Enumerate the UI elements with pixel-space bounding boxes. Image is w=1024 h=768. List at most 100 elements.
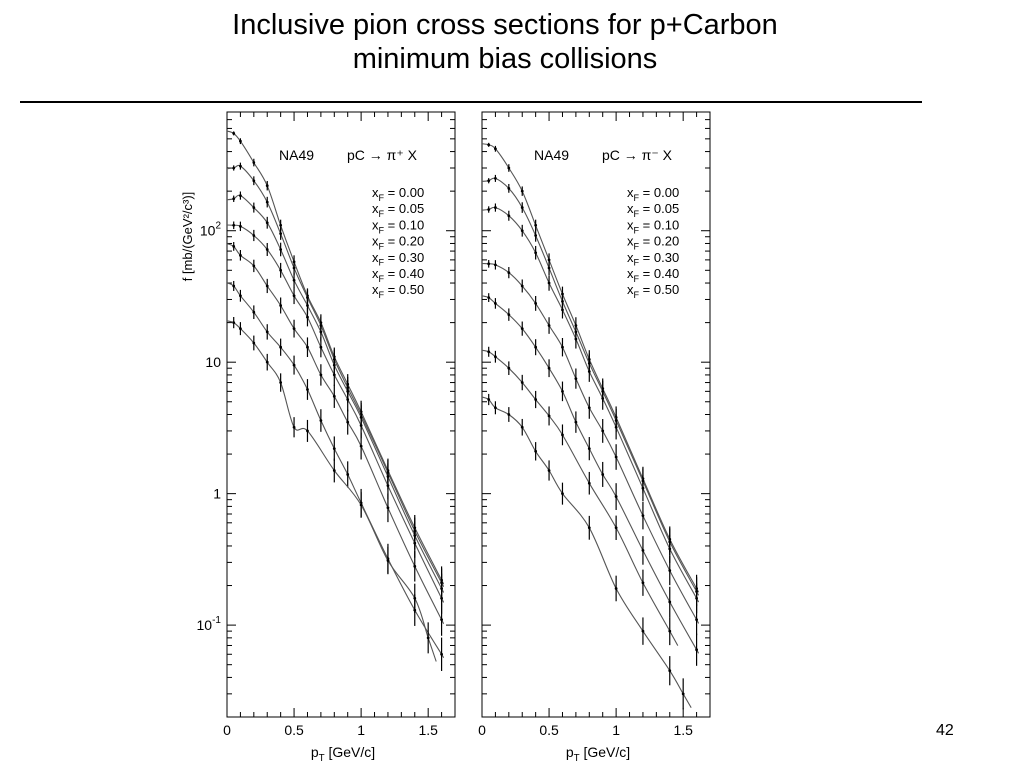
legend-entry: xF = 0.00 <box>627 185 679 203</box>
data-point <box>487 143 491 147</box>
data-point <box>547 366 551 370</box>
data-point <box>561 433 564 437</box>
series-6 <box>481 346 679 646</box>
data-point <box>641 581 645 585</box>
data-point <box>319 330 323 334</box>
data-point <box>232 131 236 135</box>
experiment-label: NA49 <box>534 147 569 163</box>
data-point <box>507 214 511 218</box>
data-point <box>487 179 491 183</box>
legend-entry: xF = 0.40 <box>627 266 679 284</box>
data-point <box>232 244 236 248</box>
data-point <box>614 587 618 590</box>
x-axis-label: pT [GeV/c] <box>311 744 375 764</box>
data-point <box>252 264 256 268</box>
data-point <box>232 197 236 201</box>
data-point <box>306 429 309 433</box>
legend-entry: xF = 0.30 <box>627 250 679 268</box>
legend-entry: xF = 0.05 <box>372 201 424 219</box>
fit-curve <box>226 243 444 624</box>
data-point <box>239 224 242 228</box>
data-point <box>252 161 256 164</box>
data-point <box>561 492 564 496</box>
x-tick-label: 1.5 <box>673 722 693 738</box>
data-point <box>306 388 309 391</box>
data-point <box>279 232 283 236</box>
x-tick-label: 0.5 <box>284 722 304 738</box>
data-point <box>520 206 524 209</box>
data-point <box>232 223 236 227</box>
data-point <box>279 304 283 307</box>
data-point <box>265 360 269 364</box>
legend-entry: xF = 0.40 <box>372 266 424 284</box>
data-point <box>306 345 309 349</box>
data-point <box>681 692 685 696</box>
data-point <box>561 345 564 349</box>
data-point <box>520 425 524 429</box>
data-point <box>614 425 618 429</box>
page-number: 42 <box>936 722 954 739</box>
data-point <box>487 398 491 401</box>
data-point <box>265 221 269 225</box>
data-point <box>668 629 672 633</box>
fit-curve <box>481 143 699 593</box>
data-point <box>561 389 564 393</box>
data-point <box>386 484 390 488</box>
reaction-label: pC → π⁺ X <box>347 147 418 163</box>
data-point <box>494 406 497 410</box>
data-point <box>292 363 296 367</box>
data-point <box>494 177 497 180</box>
x-tick-label: 0.5 <box>539 722 559 738</box>
data-point <box>668 600 672 604</box>
data-point <box>574 420 578 424</box>
data-point <box>386 506 390 510</box>
data-point <box>346 420 350 424</box>
legend-entry: xF = 0.50 <box>372 282 424 300</box>
data-point <box>520 327 524 331</box>
data-point <box>487 350 491 354</box>
legend-entry: xF = 0.00 <box>372 185 424 203</box>
y-tick-label: 1 <box>213 486 221 502</box>
y-tick-label: 10 <box>205 354 221 370</box>
data-point <box>668 547 672 551</box>
data-point <box>332 394 336 398</box>
data-point <box>239 164 242 168</box>
data-point <box>279 248 283 251</box>
data-point <box>487 262 491 266</box>
data-point <box>292 327 296 331</box>
experiment-label: NA49 <box>279 147 314 163</box>
data-point <box>507 186 511 190</box>
data-point <box>547 281 551 285</box>
x-axis-label: pT [GeV/c] <box>566 744 630 764</box>
data-point <box>413 596 417 600</box>
data-point <box>232 321 236 325</box>
series-6 <box>226 280 444 671</box>
x-tick-label: 1 <box>357 722 365 738</box>
fit-curve <box>226 164 444 587</box>
data-point <box>641 629 645 633</box>
data-point <box>239 194 242 197</box>
data-point <box>520 381 524 384</box>
data-point <box>359 424 363 427</box>
data-point <box>487 296 491 299</box>
data-point <box>279 345 283 349</box>
data-point <box>265 248 269 251</box>
slide-title-line-2: minimum bias collisions <box>352 43 658 75</box>
legend-entry: xF = 0.20 <box>372 234 424 252</box>
data-point <box>494 147 497 151</box>
data-point <box>292 278 296 282</box>
legend-entry: xF = 0.50 <box>627 282 679 300</box>
data-point <box>359 444 363 448</box>
chart-panel-1: 0 0.5 1 1.5 10-1 1 10 102 pT [GeV/c] f [mb/(GeV²/… <box>180 111 456 764</box>
data-point <box>587 481 591 485</box>
y-tick-label: 10-1 <box>197 615 222 633</box>
data-point <box>587 406 591 410</box>
data-point <box>494 355 497 359</box>
data-point <box>359 503 363 507</box>
data-point <box>319 345 323 349</box>
data-point <box>574 377 578 381</box>
data-point <box>587 447 591 451</box>
data-point <box>534 398 538 401</box>
data-point <box>641 549 645 552</box>
data-point <box>252 310 256 314</box>
